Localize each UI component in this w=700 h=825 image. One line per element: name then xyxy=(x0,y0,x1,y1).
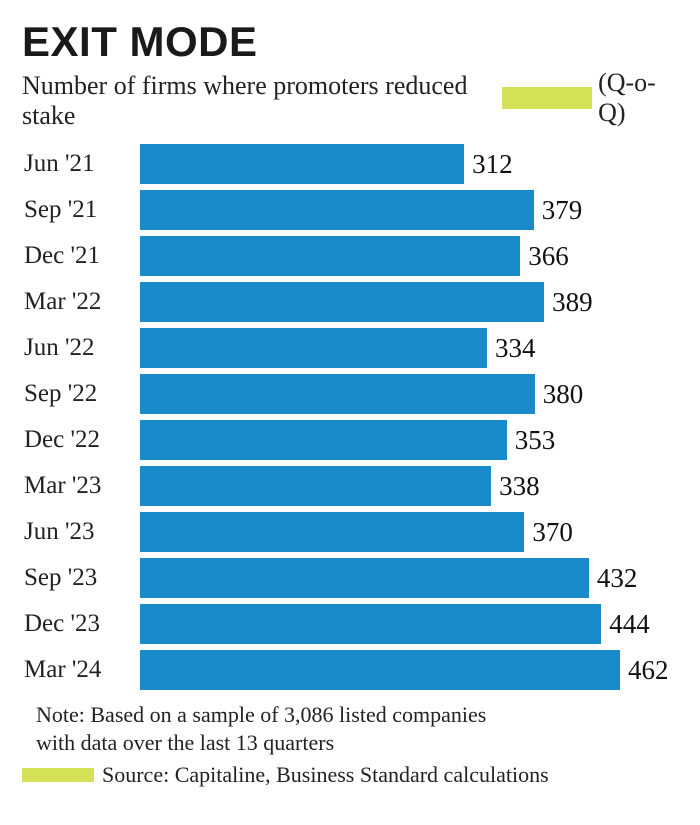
bar-area: 312 xyxy=(140,141,678,187)
bar xyxy=(140,236,520,276)
bar xyxy=(140,466,491,506)
bar xyxy=(140,282,544,322)
chart-row: Dec '23 444 xyxy=(22,601,678,647)
bar xyxy=(140,144,464,184)
chart-row: Jun '23 370 xyxy=(22,509,678,555)
chart-row: Jun '21 312 xyxy=(22,141,678,187)
chart-row: Dec '22 353 xyxy=(22,417,678,463)
chart-subtitle: Number of firms where promoters reduced … xyxy=(22,71,496,131)
chart-row: Jun '22 334 xyxy=(22,325,678,371)
bar-area: 338 xyxy=(140,463,678,509)
chart-row: Sep '21 379 xyxy=(22,187,678,233)
bar xyxy=(140,604,601,644)
footnote: Note: Based on a sample of 3,086 listed … xyxy=(22,701,678,756)
value-label: 338 xyxy=(499,471,540,502)
bar xyxy=(140,328,487,368)
source-swatch xyxy=(22,768,94,782)
category-label: Jun '21 xyxy=(22,150,140,178)
source-text: Source: Capitaline, Business Standard ca… xyxy=(102,762,549,788)
category-label: Mar '22 xyxy=(22,288,140,316)
value-label: 379 xyxy=(542,195,583,226)
bar-area: 432 xyxy=(140,555,678,601)
value-label: 334 xyxy=(495,333,536,364)
bar-area: 444 xyxy=(140,601,678,647)
value-label: 312 xyxy=(472,149,513,180)
source-row: Source: Capitaline, Business Standard ca… xyxy=(22,762,678,788)
footnote-line: Note: Based on a sample of 3,086 listed … xyxy=(36,701,678,729)
bar-area: 462 xyxy=(140,647,678,693)
category-label: Jun '23 xyxy=(22,518,140,546)
chart-row: Mar '23 338 xyxy=(22,463,678,509)
value-label: 462 xyxy=(628,655,669,686)
bar xyxy=(140,558,589,598)
footnote-line: with data over the last 13 quarters xyxy=(36,729,678,757)
bar-area: 380 xyxy=(140,371,678,417)
chart-row: Sep '22 380 xyxy=(22,371,678,417)
category-label: Jun '22 xyxy=(22,334,140,362)
chart-row: Sep '23 432 xyxy=(22,555,678,601)
category-label: Sep '23 xyxy=(22,564,140,592)
legend-swatch xyxy=(502,87,592,109)
category-label: Dec '23 xyxy=(22,610,140,638)
chart-row: Mar '24 462 xyxy=(22,647,678,693)
bar-area: 379 xyxy=(140,187,678,233)
category-label: Sep '22 xyxy=(22,380,140,408)
category-label: Dec '21 xyxy=(22,242,140,270)
value-label: 444 xyxy=(609,609,650,640)
bar-area: 370 xyxy=(140,509,678,555)
chart-title: EXIT MODE xyxy=(22,18,678,66)
chart-row: Dec '21 366 xyxy=(22,233,678,279)
legend-label: (Q-o-Q) xyxy=(598,68,678,128)
value-label: 380 xyxy=(543,379,584,410)
category-label: Sep '21 xyxy=(22,196,140,224)
category-label: Dec '22 xyxy=(22,426,140,454)
bar-chart: Jun '21 312 Sep '21 379 Dec '21 366 Mar '22 389… xyxy=(22,141,678,693)
value-label: 389 xyxy=(552,287,593,318)
bar xyxy=(140,190,534,230)
bar xyxy=(140,512,524,552)
value-label: 353 xyxy=(515,425,556,456)
bar xyxy=(140,374,535,414)
value-label: 366 xyxy=(528,241,569,272)
bar-area: 353 xyxy=(140,417,678,463)
subtitle-row: Number of firms where promoters reduced … xyxy=(22,68,678,131)
bar xyxy=(140,420,507,460)
bar xyxy=(140,650,620,690)
bar-area: 334 xyxy=(140,325,678,371)
bar-area: 366 xyxy=(140,233,678,279)
bar-area: 389 xyxy=(140,279,678,325)
value-label: 370 xyxy=(532,517,573,548)
category-label: Mar '24 xyxy=(22,656,140,684)
category-label: Mar '23 xyxy=(22,472,140,500)
chart-row: Mar '22 389 xyxy=(22,279,678,325)
value-label: 432 xyxy=(597,563,638,594)
